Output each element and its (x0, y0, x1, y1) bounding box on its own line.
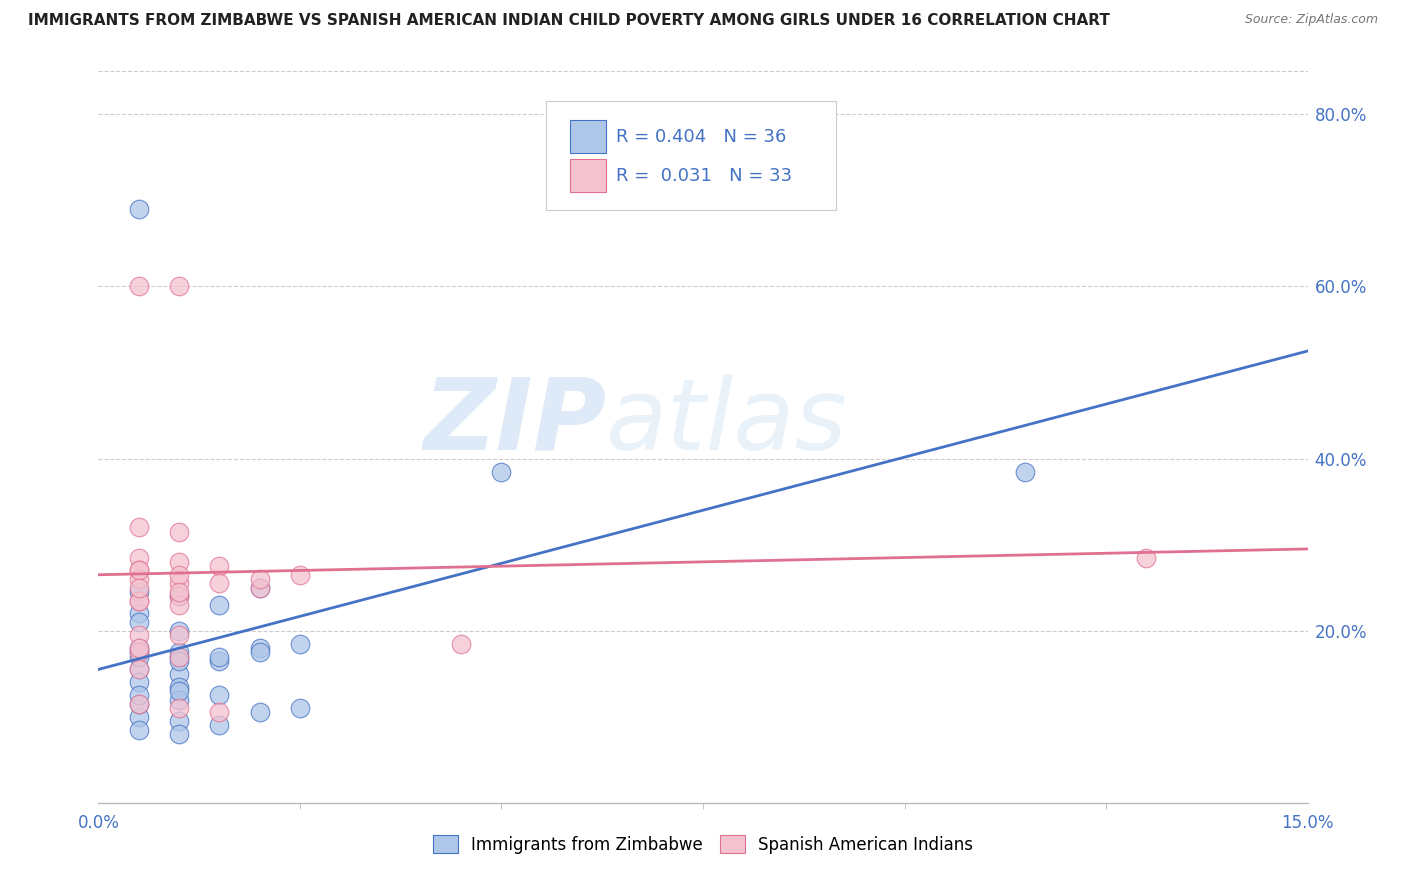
Point (167, 598, 190, 612)
Point (288, 567, 311, 582)
Point (167, 680, 190, 694)
Point (167, 624, 190, 638)
Legend: Immigrants from Zimbabwe, Spanish American Indians: Immigrants from Zimbabwe, Spanish Americ… (426, 829, 980, 860)
Point (167, 654, 190, 668)
Point (167, 628, 190, 642)
Point (167, 701, 190, 715)
Point (167, 649, 190, 664)
Point (249, 640, 271, 655)
Point (128, 607, 150, 621)
Point (128, 279, 150, 293)
Point (167, 279, 190, 293)
Point (167, 585, 190, 599)
Point (208, 706, 231, 720)
Text: atlas: atlas (606, 374, 848, 471)
Point (128, 564, 150, 578)
Point (128, 688, 150, 702)
Point (128, 615, 150, 629)
Text: Source: ZipAtlas.com: Source: ZipAtlas.com (1244, 13, 1378, 27)
Point (128, 628, 150, 642)
Text: ZIP: ZIP (423, 374, 606, 471)
Point (167, 589, 190, 603)
Point (128, 520, 150, 534)
Point (167, 576, 190, 591)
Text: IMMIGRANTS FROM ZIMBABWE VS SPANISH AMERICAN INDIAN CHILD POVERTY AMONG GIRLS UN: IMMIGRANTS FROM ZIMBABWE VS SPANISH AMER… (28, 13, 1109, 29)
Point (128, 593, 150, 607)
Point (167, 727, 190, 741)
Point (167, 649, 190, 664)
Point (128, 675, 150, 690)
Point (167, 524, 190, 539)
Point (128, 649, 150, 664)
Point (208, 598, 231, 612)
Point (128, 662, 150, 676)
Point (128, 640, 150, 655)
Point (491, 465, 513, 479)
FancyBboxPatch shape (569, 159, 606, 192)
Point (128, 723, 150, 737)
Point (208, 688, 231, 702)
Point (1014, 465, 1036, 479)
Point (128, 564, 150, 578)
Point (128, 550, 150, 565)
Point (128, 585, 150, 599)
Point (128, 581, 150, 595)
Point (167, 692, 190, 706)
Point (249, 581, 271, 595)
Point (128, 697, 150, 711)
FancyBboxPatch shape (569, 120, 606, 153)
Point (249, 645, 271, 659)
Point (249, 706, 271, 720)
Point (249, 572, 271, 586)
Text: R = 0.404   N = 36: R = 0.404 N = 36 (616, 128, 786, 146)
Point (208, 718, 231, 732)
Point (1135, 550, 1157, 565)
Point (167, 555, 190, 569)
Point (208, 559, 231, 574)
Point (167, 666, 190, 681)
Point (128, 645, 150, 659)
Point (128, 645, 150, 659)
Point (288, 637, 311, 651)
FancyBboxPatch shape (546, 101, 837, 211)
Point (167, 645, 190, 659)
Point (208, 654, 231, 668)
Point (128, 572, 150, 586)
Point (288, 701, 311, 715)
Point (128, 593, 150, 607)
Point (128, 640, 150, 655)
Point (128, 202, 150, 216)
Point (167, 567, 190, 582)
Point (450, 637, 472, 651)
Text: R =  0.031   N = 33: R = 0.031 N = 33 (616, 167, 792, 185)
Point (208, 576, 231, 591)
Point (167, 684, 190, 698)
Point (128, 662, 150, 676)
Point (128, 697, 150, 711)
Point (208, 649, 231, 664)
Point (167, 714, 190, 728)
Point (167, 589, 190, 603)
Point (249, 581, 271, 595)
Point (128, 710, 150, 724)
